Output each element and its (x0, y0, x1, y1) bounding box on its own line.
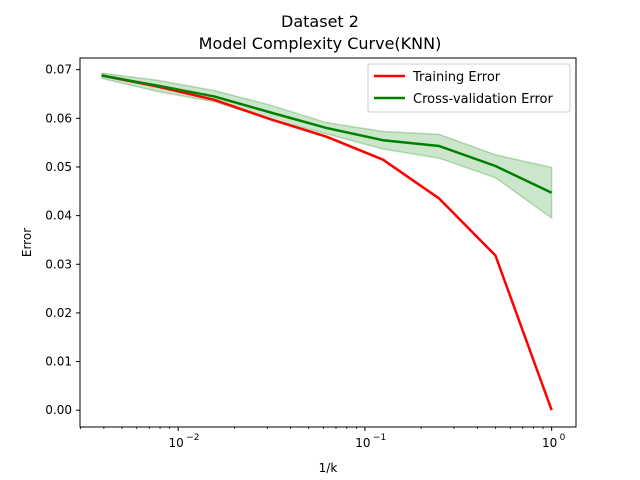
x-tick-exponent: 0 (560, 433, 566, 443)
x-axis-label: 1/k (319, 461, 338, 475)
series-line-0 (101, 74, 553, 411)
axes-frame (79, 57, 577, 428)
y-tick-label: 0.00 (45, 403, 72, 417)
x-tick-exponent: −2 (186, 433, 199, 443)
y-tick-label: 0.05 (45, 160, 72, 174)
chart-subtitle: Model Complexity Curve(KNN) (199, 34, 442, 53)
x-tick-label: 10 (542, 436, 557, 450)
y-tick-label: 0.03 (45, 257, 72, 271)
legend-label-cross-validation: Cross-validation Error (413, 92, 553, 107)
x-tick-label: 10 (355, 436, 370, 450)
legend: Training Error Cross-validation Error (367, 63, 571, 113)
chart-title: Dataset 2 (281, 12, 359, 31)
legend-box (367, 63, 571, 113)
plot-area (101, 72, 553, 411)
series-line-1 (101, 74, 553, 194)
y-tick-label: 0.04 (45, 209, 72, 223)
y-tick-label: 0.01 (45, 355, 72, 369)
x-tick-exponent: −1 (373, 433, 386, 443)
legend-label-training: Training Error (412, 70, 501, 85)
y-axis-label: Error (20, 228, 34, 257)
y-tick-label: 0.02 (45, 306, 72, 320)
y-tick-label: 0.07 (45, 63, 72, 77)
y-tick-label: 0.06 (45, 111, 72, 125)
x-tick-label: 10 (169, 436, 184, 450)
confidence-band (101, 72, 553, 220)
